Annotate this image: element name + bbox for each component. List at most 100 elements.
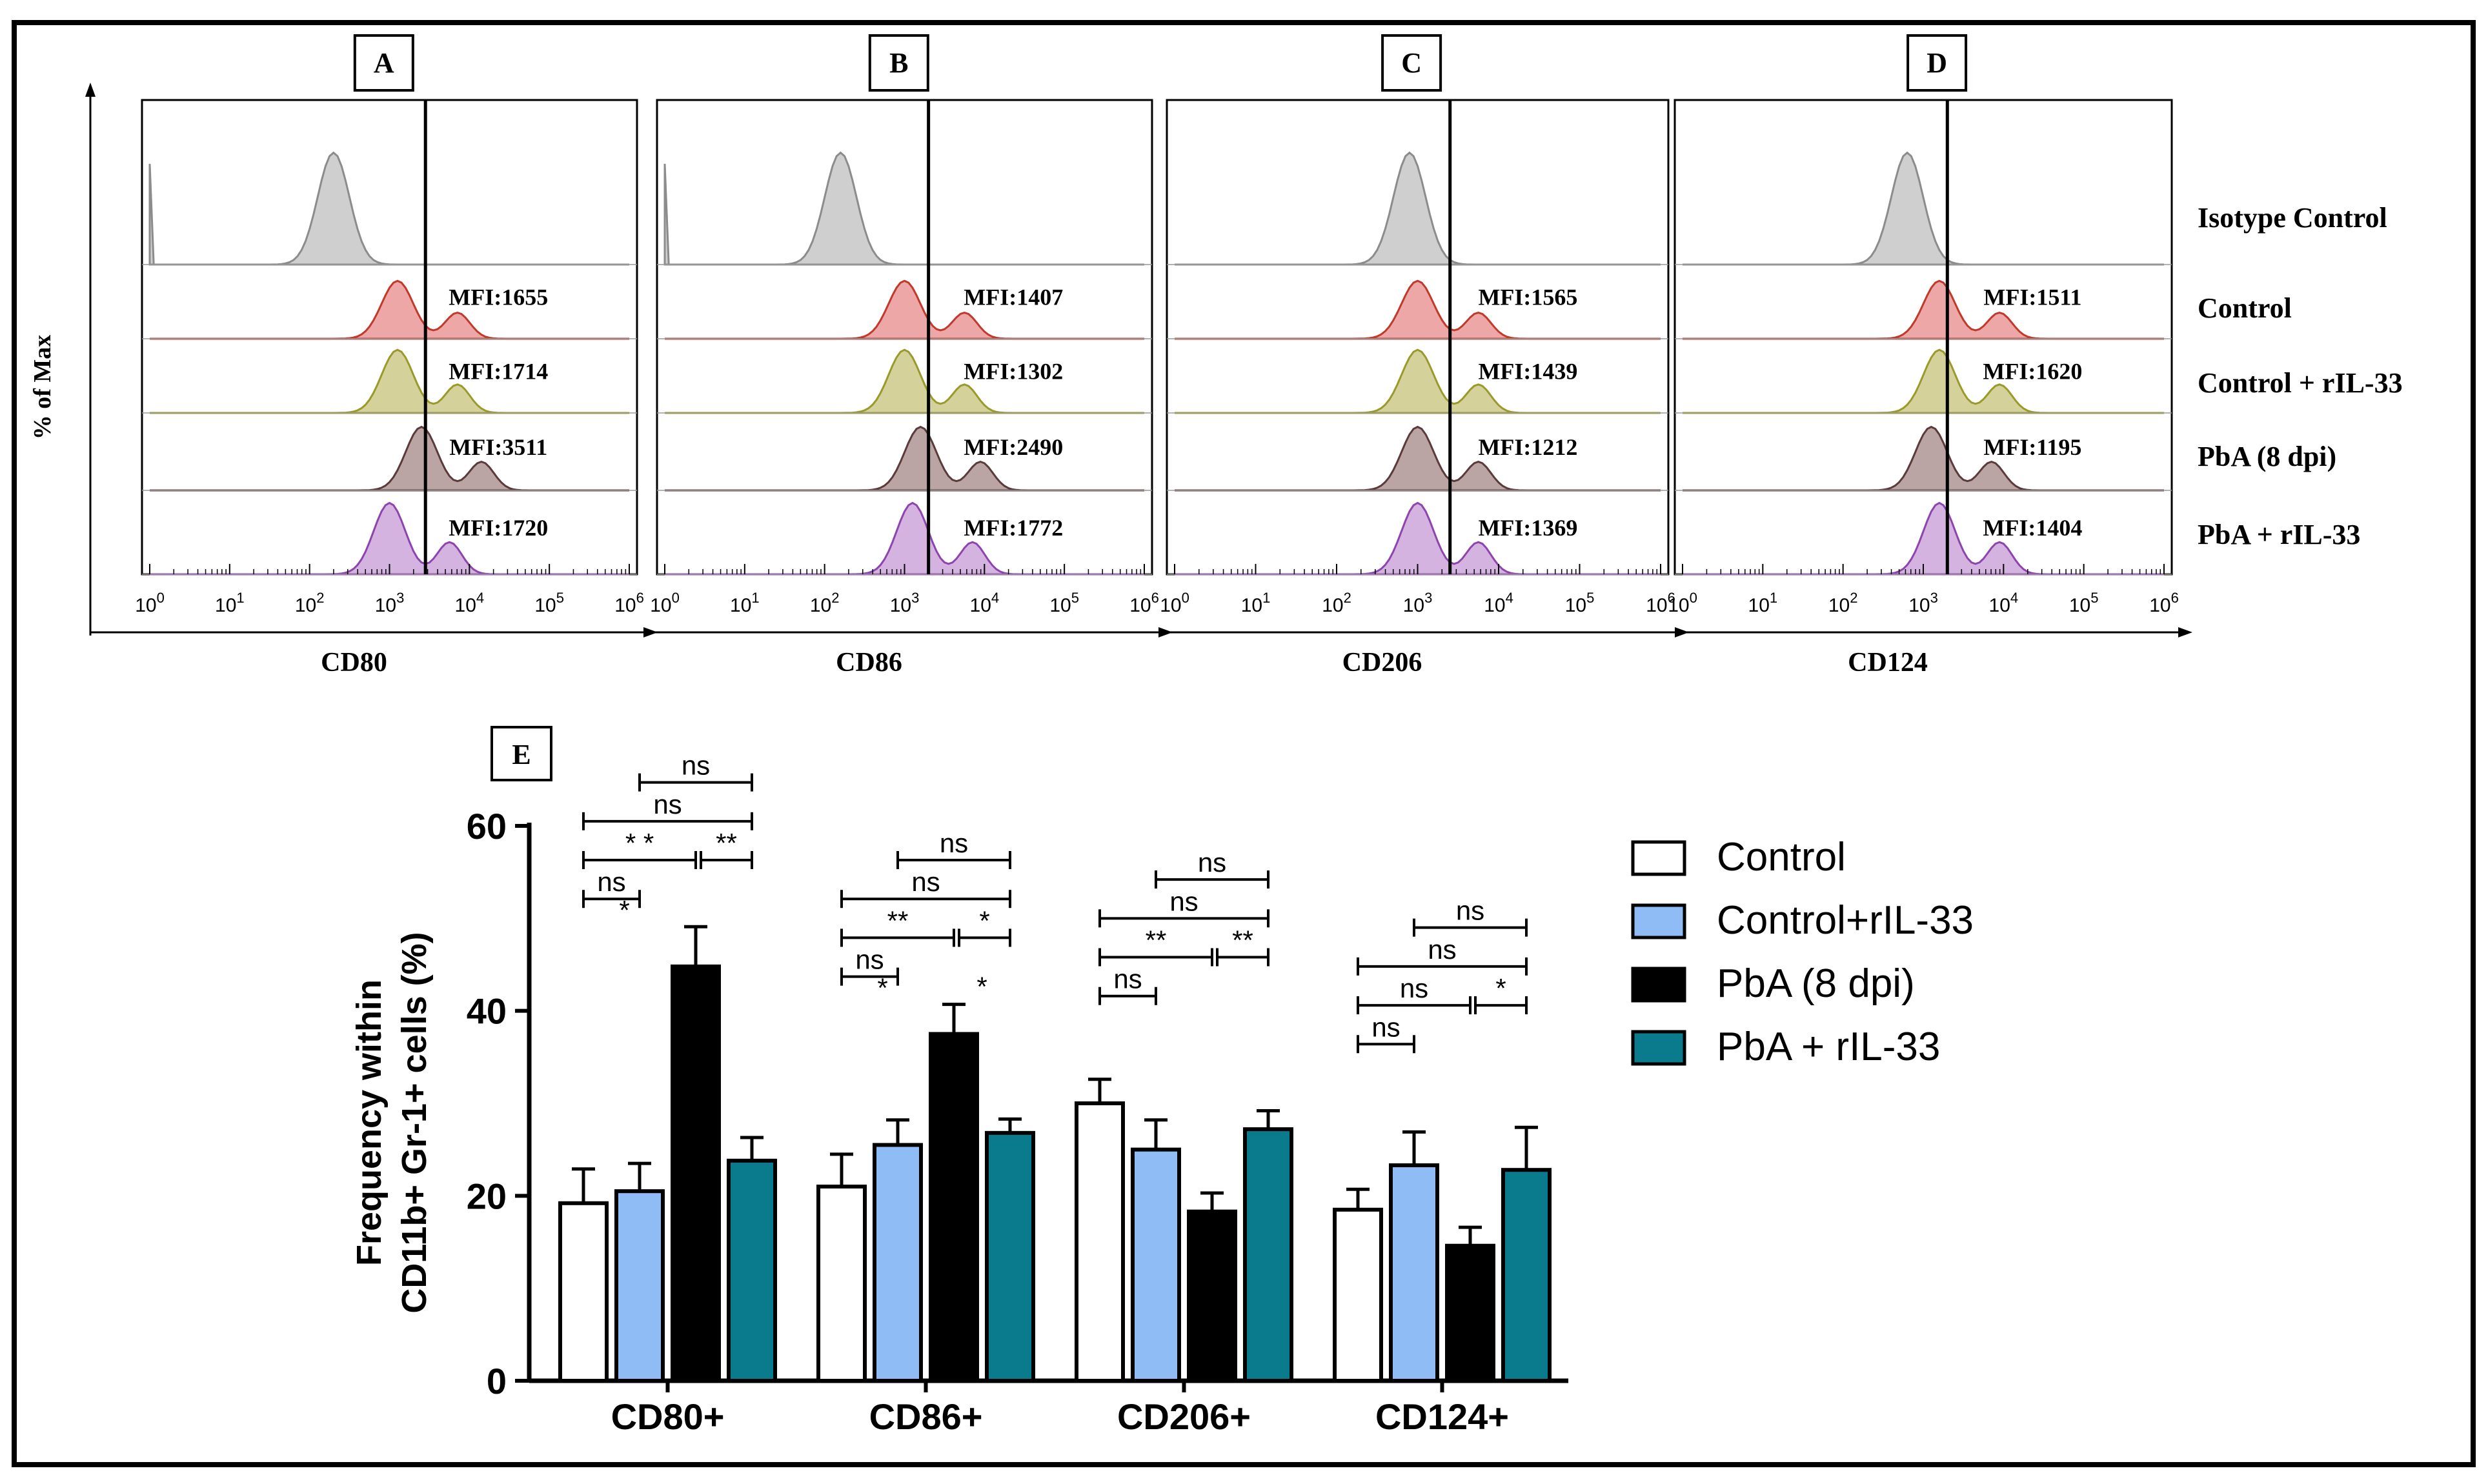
mfi-value: MFI:1511 [1983,285,2081,310]
significance-label: ns [1113,964,1142,994]
histogram-row-0 [148,151,629,266]
significance-label: ns [940,828,968,858]
x-axis-marker-label: CD86 [836,648,902,677]
row-label-pba-ril33: PbA + rIL-33 [2198,519,2360,550]
x-tick-label: 101 [1748,590,1778,616]
x-tick-label: 100 [1668,590,1697,616]
mfi-value: MFI:2490 [964,434,1063,460]
histogram-panel-b: B MFI:1407 MFI:1302 MFI:2490 MFI:1772 100 101 1… [634,34,1173,677]
bar-y-tick-label: 0 [487,1361,507,1401]
mfi-value: MFI:1369 [1478,515,1577,541]
x-tick-label: 100 [135,590,165,616]
significance-label: ** [1146,925,1167,956]
histogram-row-2 [1683,348,2164,414]
bar-2-3 [1243,1127,1293,1383]
x-tick-label: 103 [375,590,405,616]
mfi-value: MFI:1407 [964,285,1063,310]
bar-1-3 [985,1130,1035,1383]
panel-label-box [1906,34,1968,92]
bar-y-tick-label: 40 [467,991,507,1032]
x-tick-label: 106 [614,590,644,616]
x-tick-label: 106 [1646,590,1675,616]
bar-chart-panel-e: E Frequency within CD11b+ Gr-1+ cells (%… [350,726,1974,1437]
x-tick-label: 105 [1049,590,1079,616]
bar-legend: Control Control+rIL-33 PbA (8 dpi) PbA + rI… [1631,835,1974,1069]
panel-label: C [1401,47,1422,79]
flow-histogram-panels: A MFI:1655 MFI:1714 MFI:3511 MFI:1720 100 101 1… [90,34,2192,677]
bar-category-label: CD124+ [1375,1396,1509,1437]
panel-label-box [353,34,414,92]
x-tick-label: 101 [730,590,760,616]
histogram-row-3 [665,425,1144,492]
mfi-value: MFI:1404 [1983,515,2082,541]
x-tick-label: 105 [1565,590,1595,616]
significance-star: * [976,971,987,1001]
panel-label-box [1381,34,1442,92]
significance-label: ns [653,789,682,819]
bar-y-tick-label: 60 [467,806,507,847]
panel-label-e: E [512,739,531,770]
significance-label: ns [1456,896,1484,926]
significance-label: ** [1232,925,1253,956]
histogram-row-4 [665,501,1144,576]
mfi-value: MFI:3511 [449,434,547,460]
significance-label: ns [1428,934,1456,965]
row-label-control-ril33: Control + rIL-33 [2198,367,2403,399]
histogram-row-0 [1683,151,2164,266]
significance-label: * [1495,973,1506,1003]
row-label-pba: PbA (8 dpi) [2198,441,2336,472]
significance-label: ** [887,905,909,936]
x-axis-marker-label: CD206 [1342,648,1422,677]
panel-label: A [374,47,394,79]
significance-star: * [619,895,629,925]
x-tick-label: 101 [1241,590,1271,616]
x-tick-label: 106 [2149,590,2179,616]
significance-label: ns [1198,847,1226,877]
bar-y-tick-label: 20 [467,1176,507,1216]
legend-swatch [1631,840,1686,876]
histogram-row-3 [1683,425,2164,492]
histogram-row-3 [150,425,629,492]
histogram-row-1 [1683,279,2164,340]
legend-label: PbA + rIL-33 [1717,1025,1940,1069]
mfi-value: MFI:1655 [449,285,548,310]
histogram-row-1 [665,279,1144,340]
bar-3-3 [1501,1168,1552,1383]
significance-label: ns [1400,973,1428,1003]
legend-label: PbA (8 dpi) [1717,961,1915,1006]
bar-3-0 [1333,1207,1383,1383]
panel-label-box [868,34,929,92]
histogram-panel-a: A MFI:1655 MFI:1714 MFI:3511 MFI:1720 100 101 1… [90,34,658,677]
bar-2-1 [1131,1147,1181,1383]
x-axis-arrow [2178,627,2192,637]
bar-category-label: CD206+ [1117,1396,1251,1437]
histogram-row-3 [1175,425,1661,492]
mfi-value: MFI:1720 [449,515,548,541]
bar-chart-ylabel-line1: Frequency within [350,979,389,1266]
x-axis-marker-label: CD80 [321,648,387,677]
mfi-value: MFI:1714 [449,359,548,385]
x-tick-label: 105 [534,590,564,616]
significance-label: ns [855,945,884,975]
legend-swatch [1631,1030,1686,1066]
mfi-value: MFI:1212 [1478,434,1577,460]
histogram-row-4 [1683,501,2164,576]
x-tick-label: 104 [970,590,1000,616]
row-label-isotype: Isotype Control [2198,202,2387,234]
histogram-y-axis-title: % of Max [29,335,56,440]
significance-label: ns [1371,1012,1400,1042]
row-label-control: Control [2198,292,2292,324]
x-tick-label: 100 [1160,590,1189,616]
significance-label: * [979,905,989,936]
mfi-value: MFI:1195 [1983,434,2081,460]
bar-3-1 [1389,1163,1439,1383]
histogram-row-0 [1175,151,1661,266]
histogram-y-axis: % of Max [29,83,96,636]
x-tick-label: 103 [1403,590,1433,616]
histogram-panel-c: C MFI:1565 MFI:1439 MFI:1212 MFI:1369 100 101 1… [1144,34,1689,677]
x-tick-label: 106 [1129,590,1159,616]
bar-1-1 [873,1143,923,1383]
histogram-row-4 [150,501,629,576]
histogram-row-1 [1175,279,1661,340]
x-tick-label: 105 [2069,590,2099,616]
